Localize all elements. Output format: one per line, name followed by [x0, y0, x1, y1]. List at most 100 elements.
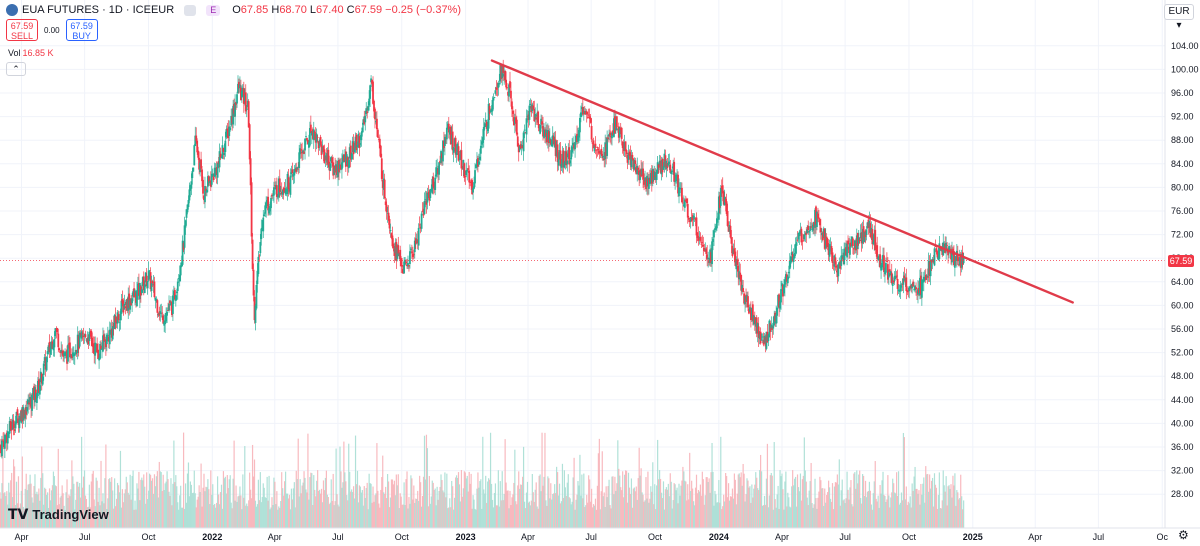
volume-bar [706, 477, 708, 528]
volume-bar [315, 496, 317, 528]
volume-bar [847, 489, 849, 528]
candle-body [485, 121, 488, 129]
volume-bar [183, 508, 186, 528]
volume-bar [808, 490, 810, 528]
time-tick-label: Oct [902, 532, 917, 542]
candle-body [275, 185, 278, 197]
candle-body [295, 167, 298, 172]
candle-body [317, 141, 320, 149]
candle-body [898, 290, 901, 292]
volume-bar [190, 484, 192, 528]
candle-body [806, 229, 809, 234]
volume-bar [394, 495, 396, 528]
volume-bar [180, 485, 182, 528]
candle-body [562, 150, 565, 168]
candle-body [204, 185, 206, 203]
candle-body [216, 163, 219, 178]
volume-bar [278, 506, 280, 528]
candle-body [238, 81, 240, 89]
candle-body [699, 236, 702, 241]
candle-body [533, 108, 536, 122]
candle-body [182, 242, 185, 250]
buy-button[interactable]: 67.59 BUY [65, 19, 98, 41]
volume-bar [738, 473, 740, 528]
candle-body [385, 204, 388, 213]
candle-body [498, 83, 501, 85]
symbol-title[interactable]: EUA FUTURES · 1D · ICEEUR [22, 4, 175, 16]
candle-body [702, 244, 705, 247]
candle-body [611, 132, 613, 139]
volume-bar [463, 471, 465, 528]
candle-body [16, 409, 19, 416]
volume-bar [429, 503, 431, 528]
volume-bar [680, 485, 682, 528]
candle-body [46, 351, 49, 355]
volume-bar [123, 493, 125, 528]
volume-bar [20, 490, 22, 528]
volume-bar [83, 470, 86, 528]
settings-gear-icon[interactable]: ⚙ [1178, 528, 1189, 542]
market-status-icon[interactable] [184, 4, 197, 16]
candle-body [48, 341, 51, 353]
candle-body [750, 309, 752, 321]
candle-body [81, 333, 84, 335]
candle-body [379, 145, 382, 158]
volume-bar [427, 506, 429, 528]
volume-bar [495, 505, 497, 528]
candle-body [135, 292, 137, 303]
volume-bar [900, 492, 903, 528]
volume-bar [149, 474, 152, 528]
time-axis[interactable]: Apr Jul Oct 2022 Apr Jul Oct 2023 Apr Jul Oct 2024 A… [0, 527, 1200, 542]
price-axis[interactable]: 28.0032.0036.0040.0044.0048.0052.0056.00… [1164, 0, 1200, 546]
candle-body [248, 124, 251, 160]
candle-body [2, 440, 4, 442]
candle-body [375, 120, 377, 123]
candle-body [38, 385, 41, 395]
volume-bar [390, 479, 393, 528]
volume-bar [112, 490, 114, 528]
candle-body [143, 284, 146, 294]
volume-bar [406, 471, 408, 528]
collapse-legend-button[interactable]: ⌃ [6, 62, 26, 76]
candle-body [476, 159, 478, 168]
candle-body [730, 237, 733, 244]
volume-bar [120, 507, 123, 528]
volume-bar [8, 482, 10, 528]
tradingview-logo[interactable]: 𝗧𝗩 TradingView [8, 506, 109, 523]
volume-bar [507, 490, 509, 528]
volume-bar [556, 466, 558, 528]
volume-bar [683, 471, 685, 528]
volume-bar [876, 501, 878, 528]
volume-bar [313, 475, 315, 528]
volume-bar [301, 485, 303, 528]
volume-bar [741, 485, 743, 528]
candle-body [214, 168, 217, 171]
candle-body [322, 146, 325, 153]
trendline[interactable] [490, 59, 1074, 304]
volume-bar [47, 507, 50, 528]
candle-body [117, 314, 120, 321]
currency-selector[interactable]: EUR ▾ [1164, 4, 1194, 31]
candle-body [650, 170, 653, 184]
volume-bar [792, 470, 794, 528]
candle-body [402, 269, 405, 274]
candle-body [874, 229, 877, 251]
volume-bar [68, 494, 70, 528]
time-tick-label: Oc [1156, 532, 1168, 542]
exchange-badge[interactable]: E [206, 4, 221, 16]
candle-body [676, 174, 678, 178]
sell-button[interactable]: 67.59 SELL [6, 19, 38, 41]
volume-bar [486, 502, 488, 528]
candle-body [352, 142, 355, 155]
candle-body [153, 281, 156, 298]
candle-body [591, 142, 594, 144]
price-tick-label: 84.00 [1171, 159, 1194, 169]
volume-bar [790, 507, 792, 528]
candle-body [131, 298, 134, 304]
volume-bar [48, 488, 51, 528]
volume-bar [263, 487, 265, 528]
candle-body [206, 189, 208, 193]
volume-bar [230, 502, 232, 528]
volume-bar [873, 481, 875, 528]
